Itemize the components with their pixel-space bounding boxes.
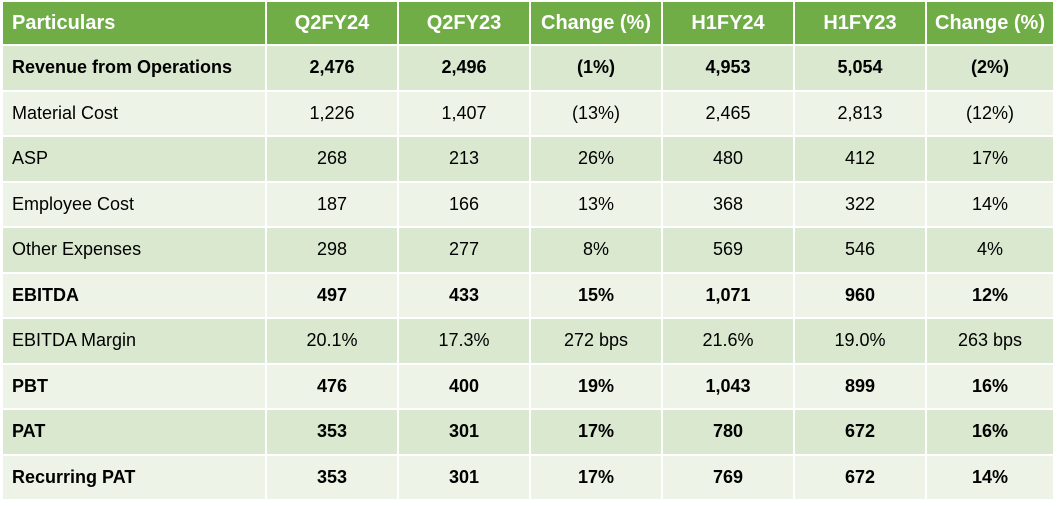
header-h1fy24: H1FY24 bbox=[663, 2, 793, 44]
header-half-change: Change (%) bbox=[927, 2, 1053, 44]
row-label: ASP bbox=[3, 137, 265, 181]
table-row: Recurring PAT 353 301 17% 769 672 14% bbox=[3, 455, 1053, 499]
table-cell: 17% bbox=[531, 455, 661, 499]
table-cell: 412 bbox=[795, 137, 925, 181]
table-cell: 12% bbox=[927, 273, 1053, 317]
table-cell: 769 bbox=[663, 455, 793, 499]
table-cell: 16% bbox=[927, 410, 1053, 454]
table-cell: 213 bbox=[399, 137, 529, 181]
table-row: Revenue from Operations 2,476 2,496 (1%) 4,9… bbox=[3, 46, 1053, 90]
table-cell: 400 bbox=[399, 364, 529, 408]
table-row: Material Cost 1,226 1,407 (13%) 2,465 2,813 (1… bbox=[3, 91, 1053, 135]
table-cell: 166 bbox=[399, 182, 529, 226]
table-row: EBITDA Margin 20.1% 17.3% 272 bps 21.6% 19.0%… bbox=[3, 319, 1053, 363]
row-label: EBITDA Margin bbox=[3, 319, 265, 363]
table-cell: 5,054 bbox=[795, 46, 925, 90]
table-cell: 780 bbox=[663, 410, 793, 454]
table-row: ASP 268 213 26% 480 412 17% bbox=[3, 137, 1053, 181]
table-cell: 21.6% bbox=[663, 319, 793, 363]
table-cell: (1%) bbox=[531, 46, 661, 90]
table-cell: 1,043 bbox=[663, 364, 793, 408]
row-label: Employee Cost bbox=[3, 182, 265, 226]
table-cell: 353 bbox=[267, 455, 397, 499]
table-cell: 497 bbox=[267, 273, 397, 317]
table-cell: 353 bbox=[267, 410, 397, 454]
table-cell: 301 bbox=[399, 455, 529, 499]
table-cell: 368 bbox=[663, 182, 793, 226]
table-cell: 14% bbox=[927, 182, 1053, 226]
table-cell: 4% bbox=[927, 228, 1053, 272]
table-row: PAT 353 301 17% 780 672 16% bbox=[3, 410, 1053, 454]
table-cell: 476 bbox=[267, 364, 397, 408]
table-cell: 19.0% bbox=[795, 319, 925, 363]
table-cell: 480 bbox=[663, 137, 793, 181]
header-quarter-change: Change (%) bbox=[531, 2, 661, 44]
header-particulars: Particulars bbox=[3, 2, 265, 44]
table-cell: (13%) bbox=[531, 91, 661, 135]
table-cell: 13% bbox=[531, 182, 661, 226]
table-cell: (2%) bbox=[927, 46, 1053, 90]
table-cell: 2,813 bbox=[795, 91, 925, 135]
table-cell: 268 bbox=[267, 137, 397, 181]
table-cell: 672 bbox=[795, 455, 925, 499]
table-cell: 272 bps bbox=[531, 319, 661, 363]
header-h1fy23: H1FY23 bbox=[795, 2, 925, 44]
table-cell: 14% bbox=[927, 455, 1053, 499]
table-cell: 298 bbox=[267, 228, 397, 272]
table-cell: 17% bbox=[927, 137, 1053, 181]
table-cell: 8% bbox=[531, 228, 661, 272]
table-row: EBITDA 497 433 15% 1,071 960 12% bbox=[3, 273, 1053, 317]
row-label: PAT bbox=[3, 410, 265, 454]
table-cell: 1,071 bbox=[663, 273, 793, 317]
table-cell: 2,496 bbox=[399, 46, 529, 90]
table-cell: 1,407 bbox=[399, 91, 529, 135]
table-cell: 2,465 bbox=[663, 91, 793, 135]
table-cell: 17% bbox=[531, 410, 661, 454]
table-cell: (12%) bbox=[927, 91, 1053, 135]
row-label: PBT bbox=[3, 364, 265, 408]
table-cell: 15% bbox=[531, 273, 661, 317]
table-cell: 17.3% bbox=[399, 319, 529, 363]
table-cell: 20.1% bbox=[267, 319, 397, 363]
table-cell: 672 bbox=[795, 410, 925, 454]
table-row: Employee Cost 187 166 13% 368 322 14% bbox=[3, 182, 1053, 226]
table-cell: 569 bbox=[663, 228, 793, 272]
table-cell: 899 bbox=[795, 364, 925, 408]
table-cell: 277 bbox=[399, 228, 529, 272]
row-label: Material Cost bbox=[3, 91, 265, 135]
table-cell: 322 bbox=[795, 182, 925, 226]
row-label: EBITDA bbox=[3, 273, 265, 317]
table-cell: 26% bbox=[531, 137, 661, 181]
header-q2fy24: Q2FY24 bbox=[267, 2, 397, 44]
table-cell: 301 bbox=[399, 410, 529, 454]
table-cell: 263 bps bbox=[927, 319, 1053, 363]
table-cell: 4,953 bbox=[663, 46, 793, 90]
table-cell: 2,476 bbox=[267, 46, 397, 90]
table-cell: 16% bbox=[927, 364, 1053, 408]
row-label: Other Expenses bbox=[3, 228, 265, 272]
table-cell: 1,226 bbox=[267, 91, 397, 135]
table-cell: 960 bbox=[795, 273, 925, 317]
table-cell: 187 bbox=[267, 182, 397, 226]
table-row: PBT 476 400 19% 1,043 899 16% bbox=[3, 364, 1053, 408]
row-label: Revenue from Operations bbox=[3, 46, 265, 90]
table-body: Revenue from Operations 2,476 2,496 (1%) 4,9… bbox=[3, 46, 1053, 499]
table-row: Other Expenses 298 277 8% 569 546 4% bbox=[3, 228, 1053, 272]
table-cell: 546 bbox=[795, 228, 925, 272]
table-cell: 19% bbox=[531, 364, 661, 408]
row-label: Recurring PAT bbox=[3, 455, 265, 499]
header-row: Particulars Q2FY24 Q2FY23 Change (%) H1F… bbox=[3, 2, 1053, 44]
header-q2fy23: Q2FY23 bbox=[399, 2, 529, 44]
table-cell: 433 bbox=[399, 273, 529, 317]
